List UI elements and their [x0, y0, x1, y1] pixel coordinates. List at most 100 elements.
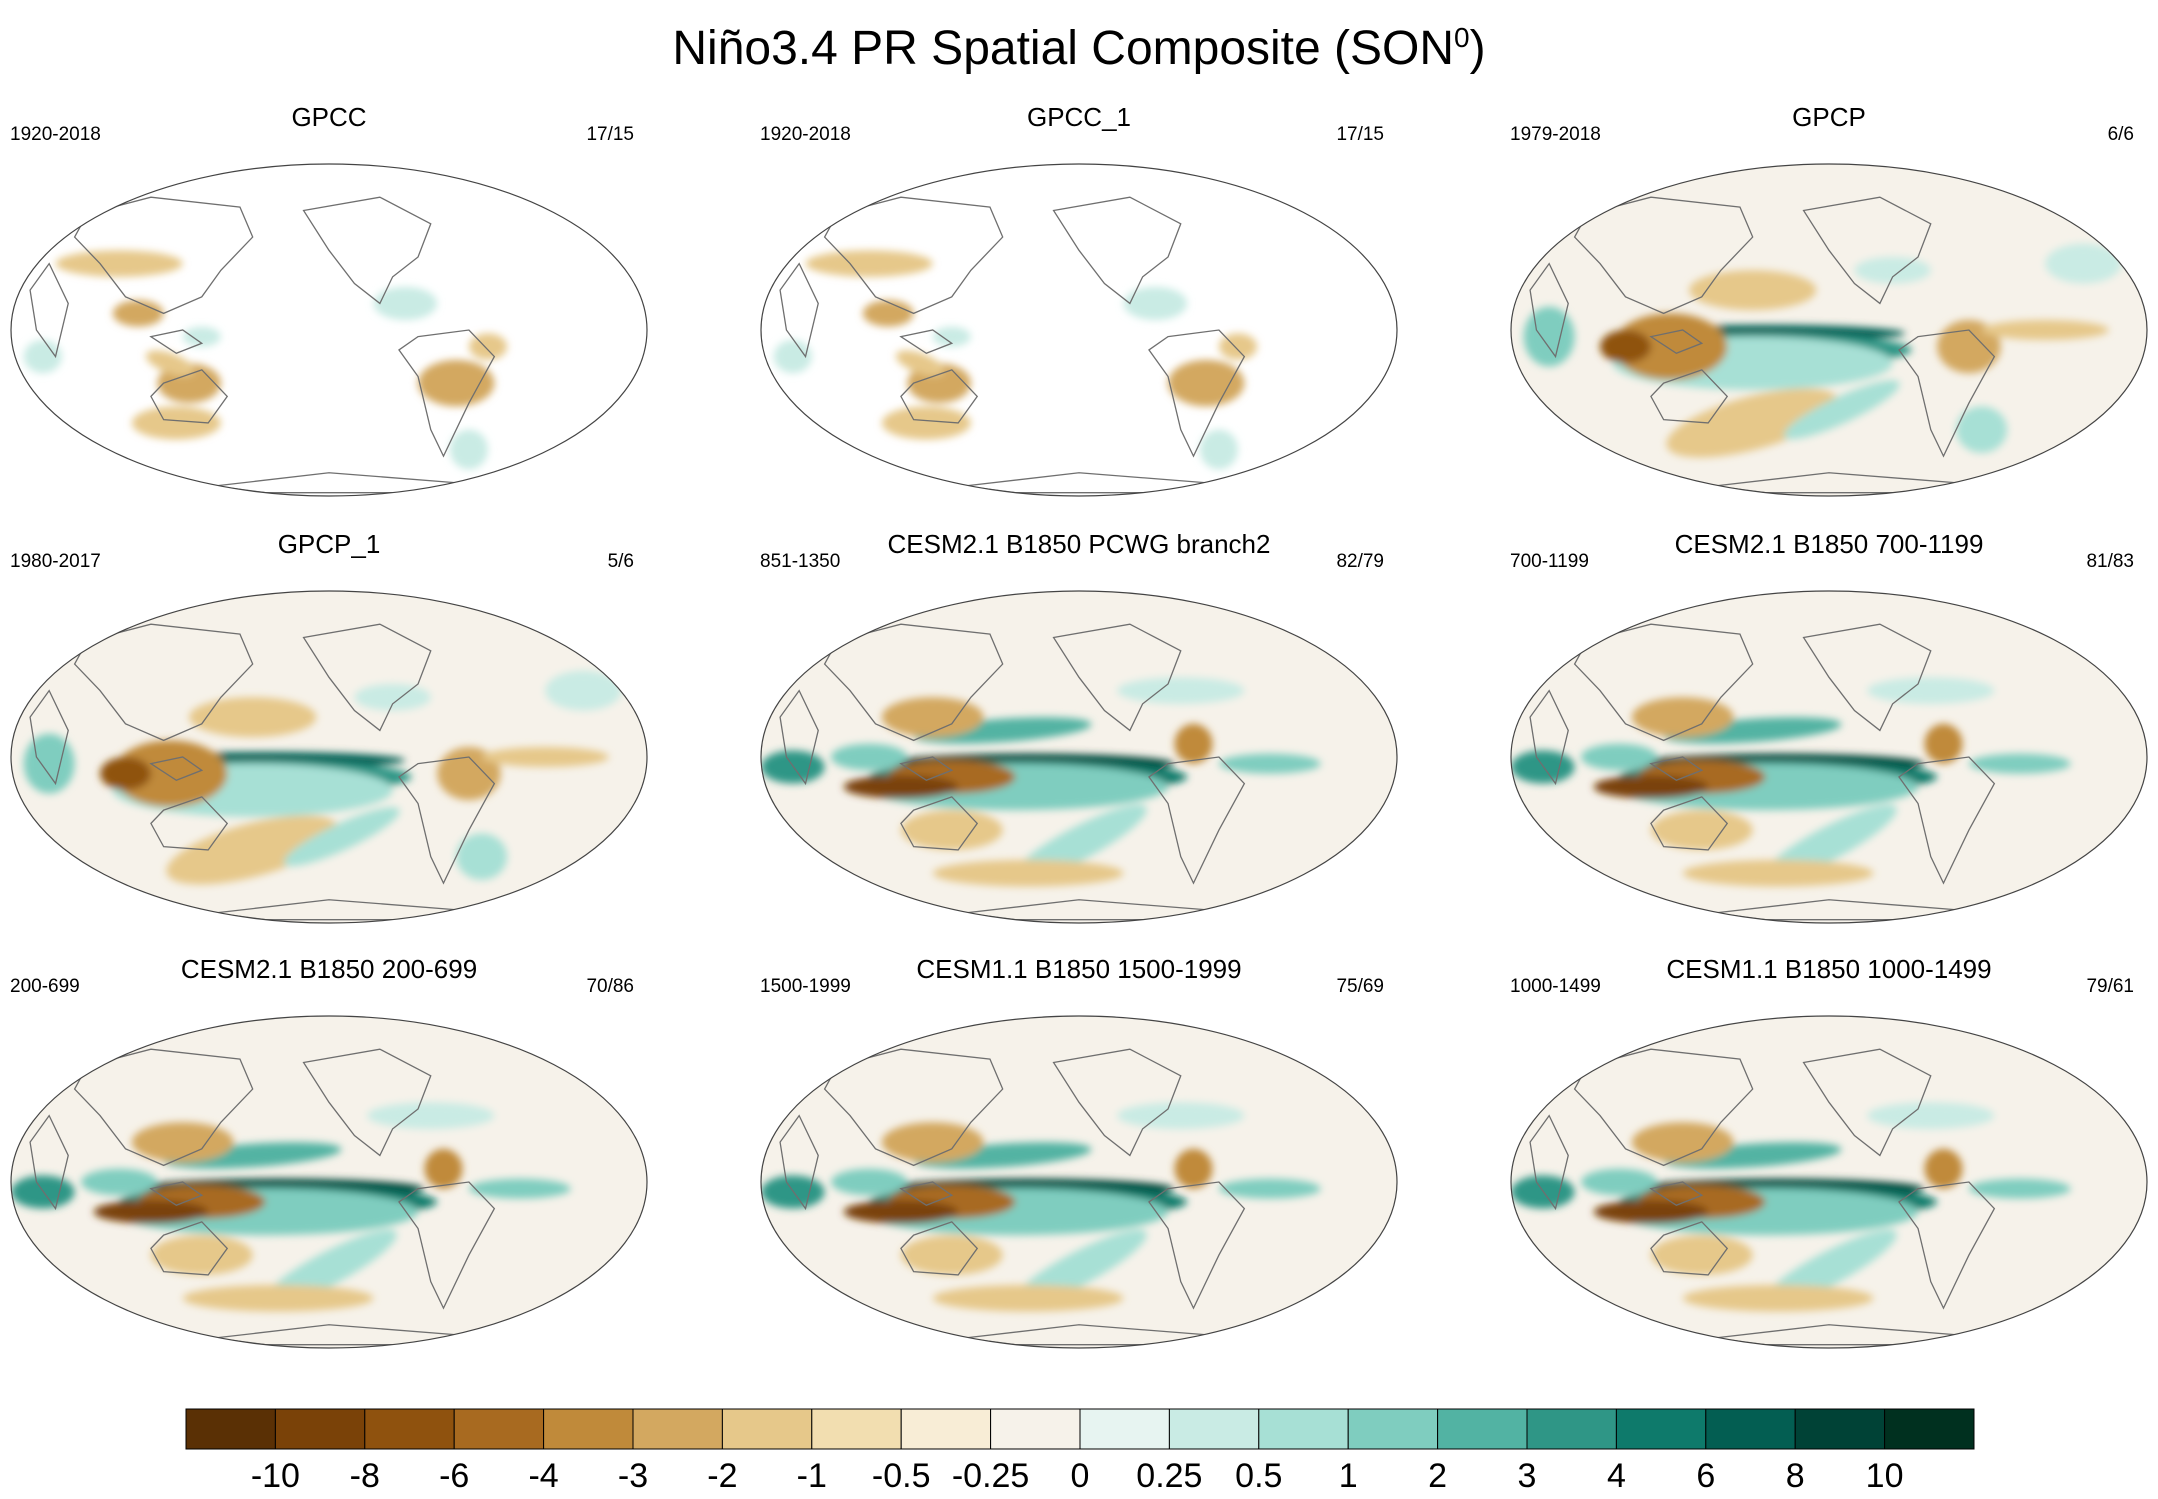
- coastline: [1650, 1221, 1729, 1276]
- anomaly-region: [1650, 1235, 1753, 1275]
- map-canvas: [760, 1015, 1398, 1349]
- anomaly-region: [773, 339, 812, 374]
- anomaly-region: [2045, 243, 2122, 284]
- anomaly-region: [131, 406, 221, 440]
- anomaly-region: [367, 1102, 495, 1129]
- colorbar-swatch: [274, 1408, 366, 1450]
- anomaly-region: [80, 1168, 158, 1196]
- colorbar-swatch: [1526, 1408, 1617, 1450]
- colorbar-label: 3: [1518, 1457, 1537, 1495]
- anomaly-region: [1867, 677, 1995, 704]
- colorbar-swatch: [364, 1408, 455, 1450]
- map-canvas: [760, 163, 1398, 497]
- coastline: [779, 689, 819, 786]
- coastline: [1649, 329, 1704, 354]
- map-border: [10, 163, 648, 497]
- anomaly-region: [1854, 256, 1931, 284]
- colorbar-swatch: [1079, 1408, 1170, 1450]
- anomaly-region: [150, 1235, 253, 1275]
- coastline: [29, 689, 69, 786]
- anomaly-region: [189, 697, 317, 738]
- colorbar-label: -3: [618, 1457, 648, 1495]
- map-background: [11, 591, 647, 923]
- panel-title: CESM2.1 B1850 PCWG branch2: [887, 529, 1271, 559]
- coastline: [1802, 1048, 1932, 1157]
- coastline: [1898, 329, 1996, 458]
- anomaly-region: [1650, 810, 1753, 850]
- panel-title: GPCP_1: [277, 529, 381, 559]
- colorbar-label: -1: [797, 1457, 827, 1495]
- panel-event-count: 81/83: [2086, 551, 2134, 572]
- anomaly-region: [131, 1122, 234, 1163]
- panel-title: CESM2.1 B1850 700-1199: [1674, 529, 1984, 559]
- map-border: [760, 163, 1398, 497]
- anomaly-region: [843, 1200, 959, 1224]
- anomaly-region: [468, 1178, 571, 1199]
- colorbar-swatch: [811, 1408, 902, 1450]
- panel-years: 1920-2018: [10, 124, 101, 145]
- coastline: [149, 1181, 204, 1206]
- colorbar-swatch: [1437, 1408, 1528, 1450]
- colorbar-label: -2: [707, 1457, 737, 1495]
- anomaly-region: [1937, 320, 2001, 374]
- colorbar-swatch: [1794, 1408, 1886, 1450]
- coastline: [899, 1181, 954, 1206]
- anomaly-region: [895, 350, 945, 376]
- coastline: [1649, 1181, 1704, 1206]
- anomaly-region: [373, 286, 438, 321]
- anomaly-region: [1593, 775, 1709, 799]
- anomaly-region: [1600, 330, 1651, 364]
- coastline: [899, 756, 954, 781]
- colorbar-swatch: [900, 1408, 992, 1450]
- colorbar-swatch: [1705, 1408, 1796, 1450]
- anomaly-region: [843, 775, 959, 799]
- panel-years: 1500-1999: [760, 976, 851, 997]
- figure-title: Niño3.4 PR Spatial Composite (SON0): [672, 22, 1486, 75]
- coastline: [1052, 196, 1182, 305]
- coastline: [1898, 1181, 1996, 1310]
- anomaly-region: [1924, 723, 1963, 764]
- panel-event-count: 17/15: [586, 124, 634, 145]
- colorbar-label: 6: [1696, 1457, 1715, 1495]
- colorbar-label: 1: [1339, 1457, 1358, 1495]
- coastline: [398, 1181, 496, 1310]
- map-background: [761, 164, 1397, 496]
- anomaly-region: [1956, 406, 2008, 453]
- anomaly-region: [1682, 1284, 1874, 1312]
- coastline: [150, 369, 229, 424]
- coastline: [779, 1114, 819, 1211]
- colorbar-label: 2: [1428, 1457, 1447, 1495]
- anomaly-region: [1523, 306, 1575, 367]
- anomaly-region: [23, 733, 75, 794]
- map-border: [1510, 590, 2148, 924]
- anomaly-region: [1783, 380, 1900, 440]
- anomaly-region: [1174, 723, 1213, 764]
- anomaly-region: [1199, 429, 1238, 470]
- map-canvas: [10, 1015, 648, 1349]
- anomaly-region: [1117, 1102, 1245, 1129]
- anomaly-region: [1631, 1122, 1734, 1163]
- panel-years: 700-1199: [1510, 551, 1589, 572]
- map-canvas: [1510, 590, 2148, 924]
- anomaly-region: [468, 333, 508, 360]
- coastline: [1148, 329, 1246, 458]
- map-border: [1510, 1015, 2148, 1349]
- colorbar-swatch: [1258, 1408, 1349, 1450]
- anomaly-region: [1168, 359, 1245, 407]
- coastline: [1529, 262, 1569, 359]
- map-panel: CESM1.1 B1850 1500-1999 1500-1999 75/69: [754, 954, 1454, 1374]
- map-border: [760, 1015, 1398, 1349]
- coastline: [900, 796, 979, 851]
- anomaly-region: [1968, 1178, 2071, 1199]
- anomaly-region: [1666, 388, 1839, 458]
- anomaly-region: [1689, 270, 1817, 311]
- coastline: [899, 329, 954, 354]
- panel-event-count: 70/86: [586, 976, 634, 997]
- panel-title: CESM2.1 B1850 200-699: [180, 954, 478, 984]
- anomaly-region: [1174, 1148, 1213, 1189]
- map-border: [1510, 163, 2148, 497]
- coastline: [1650, 369, 1729, 424]
- coastline: [1529, 1114, 1569, 1211]
- map-border: [10, 1015, 648, 1349]
- coastline: [302, 1048, 432, 1157]
